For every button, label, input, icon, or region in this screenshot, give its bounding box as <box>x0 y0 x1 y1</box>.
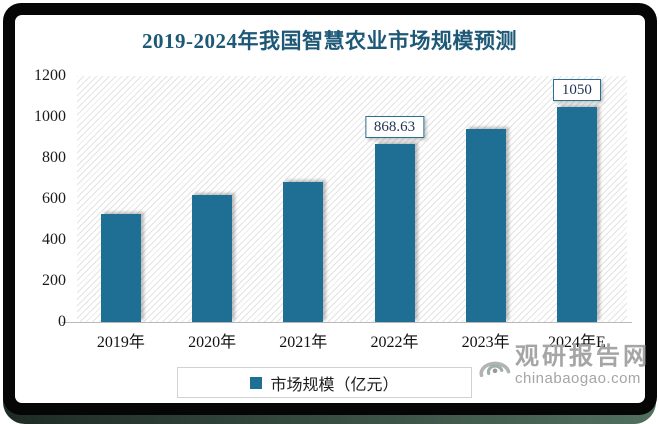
y-tick-label: 200 <box>42 272 66 289</box>
plot-area <box>77 76 627 322</box>
data-label: 1050 <box>552 78 601 101</box>
chart-canvas <box>15 15 645 403</box>
y-tick-label: 1200 <box>34 67 66 84</box>
y-tick-label: 800 <box>42 149 66 166</box>
bar-2021年 <box>283 181 324 322</box>
bar-2023年 <box>465 129 506 322</box>
data-label: 868.63 <box>364 115 425 138</box>
swirl-eye-icon <box>479 361 511 378</box>
watermark: 观研报告网 chinabaogao.com <box>477 344 650 390</box>
bar-2022年 <box>374 143 415 322</box>
x-tick-label: 2022年 <box>370 334 419 351</box>
x-axis-line <box>62 322 632 323</box>
legend-label: 市场规模（亿元） <box>270 376 399 394</box>
bar-2020年 <box>192 194 233 322</box>
x-tick-label: 2023年 <box>461 334 510 351</box>
legend-swatch-icon <box>250 376 263 389</box>
bar-2019年 <box>100 214 141 322</box>
y-tick-label: 400 <box>42 231 66 248</box>
y-tick-label: 600 <box>42 190 66 207</box>
x-tick-label: 2024年E <box>548 334 606 351</box>
y-tick-label: 0 <box>58 313 66 330</box>
x-tick-label: 2020年 <box>188 334 237 351</box>
x-tick-label: 2021年 <box>279 334 328 351</box>
y-tick-label: 1000 <box>34 108 66 125</box>
legend: 市场规模（亿元） <box>177 367 472 398</box>
bar-2024年E <box>556 106 597 322</box>
watermark-texts: 观研报告网 chinabaogao.com <box>515 344 650 388</box>
x-tick-label: 2019年 <box>96 334 145 351</box>
chart-title: 2019-2024年我国智慧农业市场规模预测 <box>142 29 517 53</box>
watermark-name: 观研报告网 <box>515 343 650 370</box>
watermark-site: chinabaogao.com <box>515 370 641 387</box>
